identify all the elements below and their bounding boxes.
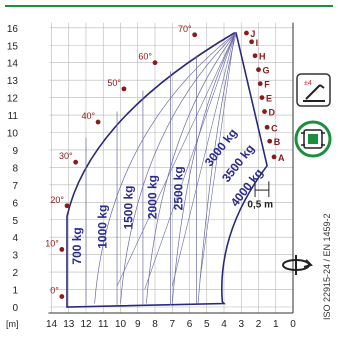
angle-dot [152, 60, 158, 66]
extension-label: D [269, 108, 276, 118]
x-unit-label: [m] [6, 319, 19, 329]
extension-dot [249, 39, 255, 45]
y-tick-label: 6 [12, 198, 18, 209]
x-tick-label: 12 [80, 319, 92, 330]
angle-label: 50° [107, 78, 121, 88]
x-tick-label: 6 [187, 319, 193, 330]
x-tick-label: 10 [115, 319, 127, 330]
extension-label: E [266, 94, 272, 104]
extension-label: F [264, 80, 270, 90]
angle-label: 30° [59, 151, 73, 161]
extension-label: I [256, 38, 259, 48]
boom-tilt-icon: ±4 [296, 73, 331, 107]
extension-dot [262, 109, 267, 114]
y-tick-label: 10 [7, 129, 19, 140]
y-tick-label: 4 [12, 233, 18, 244]
chart-marks [59, 30, 277, 299]
x-tick-label: 5 [204, 319, 210, 330]
x-tick-label: 2 [256, 319, 262, 330]
zone-division-line [171, 34, 235, 287]
x-tick-label: 8 [152, 319, 158, 330]
y-tick-label: 14 [7, 59, 19, 70]
angle-dot [64, 203, 70, 209]
x-tick-label: 11 [98, 319, 109, 330]
angle-dot [95, 119, 101, 125]
angle-dot [121, 86, 127, 92]
x-tick-label: 14 [46, 319, 58, 330]
y-tick-label: 2 [12, 268, 18, 279]
y-tick-label: 3 [12, 251, 18, 262]
angle-dot [59, 247, 65, 252]
y-tick-label: 1 [12, 286, 18, 297]
x-tick-label: 0 [290, 319, 296, 330]
stabilizers-icon [294, 120, 332, 158]
x-tick-label: 1 [273, 319, 279, 330]
rotation-icon [282, 255, 313, 275]
extension-dot [271, 154, 277, 160]
angle-label: 60° [138, 52, 152, 62]
extension-arc [94, 32, 237, 304]
extension-arc [146, 32, 237, 304]
zone-division-line [116, 34, 235, 287]
load-zone-label: 2500 kg [172, 166, 186, 210]
load-zone-label: 1000 kg [96, 205, 110, 249]
zone-division-line [144, 34, 235, 290]
x-tick-label: 13 [63, 319, 75, 330]
angle-dot [73, 159, 79, 165]
extension-dot [252, 53, 258, 59]
extension-dot [259, 95, 265, 100]
extension-dot [244, 30, 249, 36]
zone-division-line [199, 34, 235, 281]
extension-label: C [271, 123, 278, 133]
extension-arc [120, 32, 237, 304]
extension-dot [264, 124, 270, 130]
y-tick-label: 5 [12, 216, 18, 227]
extension-label: G [263, 66, 270, 76]
y-tick-label: 9 [12, 146, 18, 157]
extension-dot [257, 81, 263, 87]
load-zone-label: 700 kg [70, 227, 84, 264]
y-tick-label: 7 [12, 181, 18, 192]
load-zone-label: 1500 kg [122, 186, 136, 230]
extension-label: H [259, 52, 266, 62]
y-tick-label: 15 [7, 41, 19, 52]
x-tick-label: 4 [221, 319, 227, 330]
extension-arc [197, 32, 237, 304]
extension-dot [256, 67, 261, 73]
y-tick-label: 0 [12, 303, 18, 314]
y-tick-label: 11 [8, 111, 19, 122]
x-tick-label: 9 [135, 319, 141, 330]
angle-label: 20° [50, 195, 64, 205]
angle-dot [192, 32, 198, 38]
y-tick-label: 8 [12, 163, 18, 174]
load-zone-label: 2000 kg [146, 175, 160, 219]
x-tick-label: 3 [238, 319, 244, 330]
standard-reference: ISO 22915-24 / EN 1459-2 [322, 213, 332, 320]
y-tick-label: 12 [7, 94, 19, 105]
svg-text:±4: ±4 [304, 80, 312, 87]
angle-dot [59, 294, 65, 299]
angle-label: 10° [45, 238, 59, 248]
angle-label: 70° [178, 24, 192, 34]
extension-dot [267, 138, 273, 144]
angle-label: 40° [81, 111, 95, 121]
extension-label: J [250, 29, 255, 39]
y-tick-label: 13 [7, 76, 19, 87]
y-tick-label: 16 [7, 24, 19, 35]
x-tick-label: 7 [169, 319, 175, 330]
dimension-label: 0,5 m [247, 200, 273, 211]
extension-arc [171, 32, 237, 304]
extension-label: A [278, 153, 285, 163]
load-envelope [66, 32, 268, 308]
extension-label: B [274, 137, 281, 147]
angle-label: 0° [50, 286, 59, 296]
envelope-outline [66, 32, 268, 308]
